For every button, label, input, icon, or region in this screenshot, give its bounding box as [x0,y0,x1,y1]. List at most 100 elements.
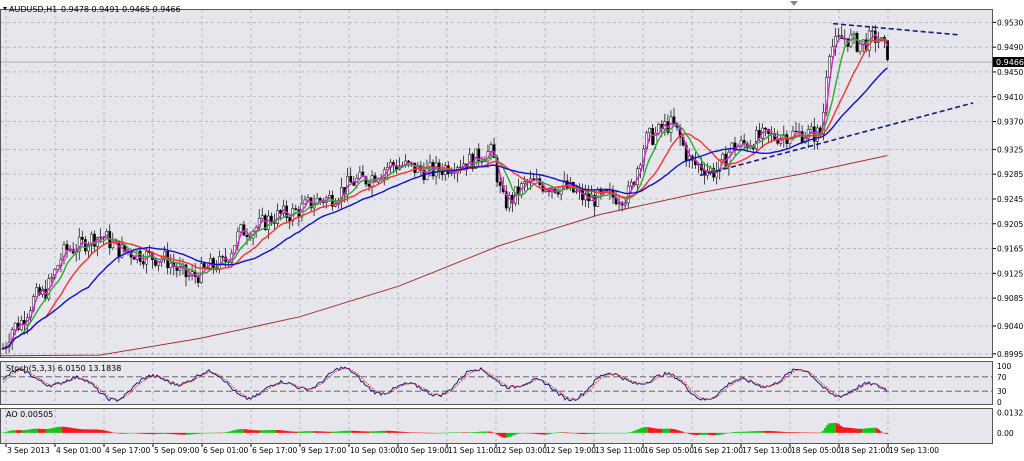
ao-bar [854,428,856,433]
ao-bar [808,432,810,434]
ao-bar [500,432,502,437]
ao-bar [466,432,468,433]
ao-bar [478,431,480,433]
candle-body [755,129,758,150]
ao-bar [252,430,254,433]
candle-body [809,126,813,130]
ao-bar [308,431,310,433]
ao-bar [378,430,380,433]
ao-bar [380,430,382,433]
ao-bar [166,432,168,434]
ao-bar [190,432,192,435]
ao-bar [712,432,714,436]
ao-bar [682,431,684,433]
candle-body [855,33,859,52]
ao-bar [486,431,488,433]
ao-bar [834,422,836,433]
ao-bar [880,431,882,433]
ao-bar [152,432,154,435]
ao-bar [260,430,262,433]
ao-bar [886,432,888,434]
ao-bar [202,432,204,434]
ao-bar [4,432,6,433]
ao-bar [298,431,300,433]
ao-bar [844,427,846,433]
ao-bar [236,429,238,433]
candle-body [556,192,560,195]
ao-bar [226,432,228,433]
ao-bar [882,432,884,434]
ao-bar [432,432,434,434]
ao-bar [610,432,612,434]
ao-bar [766,430,768,433]
ao-bar [164,432,166,434]
ao-bar [508,432,510,438]
candle-body [62,244,66,261]
ao-bar [384,430,386,433]
ao-bar [856,428,858,433]
ao-bar [828,423,830,433]
ao-bar [156,432,158,435]
ao-bar [858,428,860,433]
ao-bar [750,431,752,433]
ao-bar [870,427,872,433]
stoch-tick-label: 100 [997,362,1012,371]
trendline [832,22,959,36]
ao-bar [136,432,138,434]
ao-bar [10,430,12,433]
ao-bar [352,430,354,433]
ao-bar [822,430,824,433]
time-tick-label: 17 Sep 13:00 [742,446,792,455]
scroll-marker-icon[interactable] [790,1,798,6]
ao-bar [12,430,14,433]
ao-bar [506,432,508,438]
candle-body [361,171,365,178]
ao-bar [460,432,462,433]
ao-bar [180,432,182,435]
ao-bar [46,428,48,433]
ao-bar [468,432,470,433]
ao-bar [502,432,504,438]
ao-bar [270,430,272,433]
ao-bar [348,430,350,433]
ao-bar [204,432,206,434]
ao-bar [716,432,718,436]
ao-bar [360,431,362,433]
time-tick-label: 13 Sep 11:00 [595,446,645,455]
ao-bar [580,432,582,434]
ao-bar [672,428,674,433]
ao-bar [514,432,516,435]
ao-bar [678,430,680,433]
ao-bar [264,430,266,433]
ao-bar [200,432,202,434]
candle-body [187,275,191,278]
ao-bar [454,432,456,433]
ao-bar [350,430,352,433]
ao-bar [690,432,692,435]
ao-bar [394,431,396,433]
ohlc-values: 0.9478 0.9491 0.9465 0.9466 [61,5,181,14]
ao-bar [170,432,172,435]
ao-bar [60,426,62,433]
ao-bar [138,432,140,434]
ao-bar [48,428,50,433]
ao-bar [184,432,186,435]
ao-bar [266,430,268,433]
ao-bar [552,432,554,434]
ao-bar [272,430,274,433]
ao-bar [720,432,722,435]
ao-bar [80,429,82,433]
ao-bar [590,432,592,434]
ao-bar [150,432,152,435]
time-tick-label: 16 Sep 21:00 [693,446,743,455]
candle-body [575,190,578,193]
ao-bar [332,431,334,433]
ao-bar [456,432,458,433]
ao-bar [752,431,754,433]
ao-bar [560,432,562,433]
ao-bar [250,429,252,433]
ao-bar [132,432,134,434]
ao-bar [736,431,738,433]
time-tick-label: 19 Sep 13:00 [889,446,939,455]
ao-bar [600,432,602,434]
